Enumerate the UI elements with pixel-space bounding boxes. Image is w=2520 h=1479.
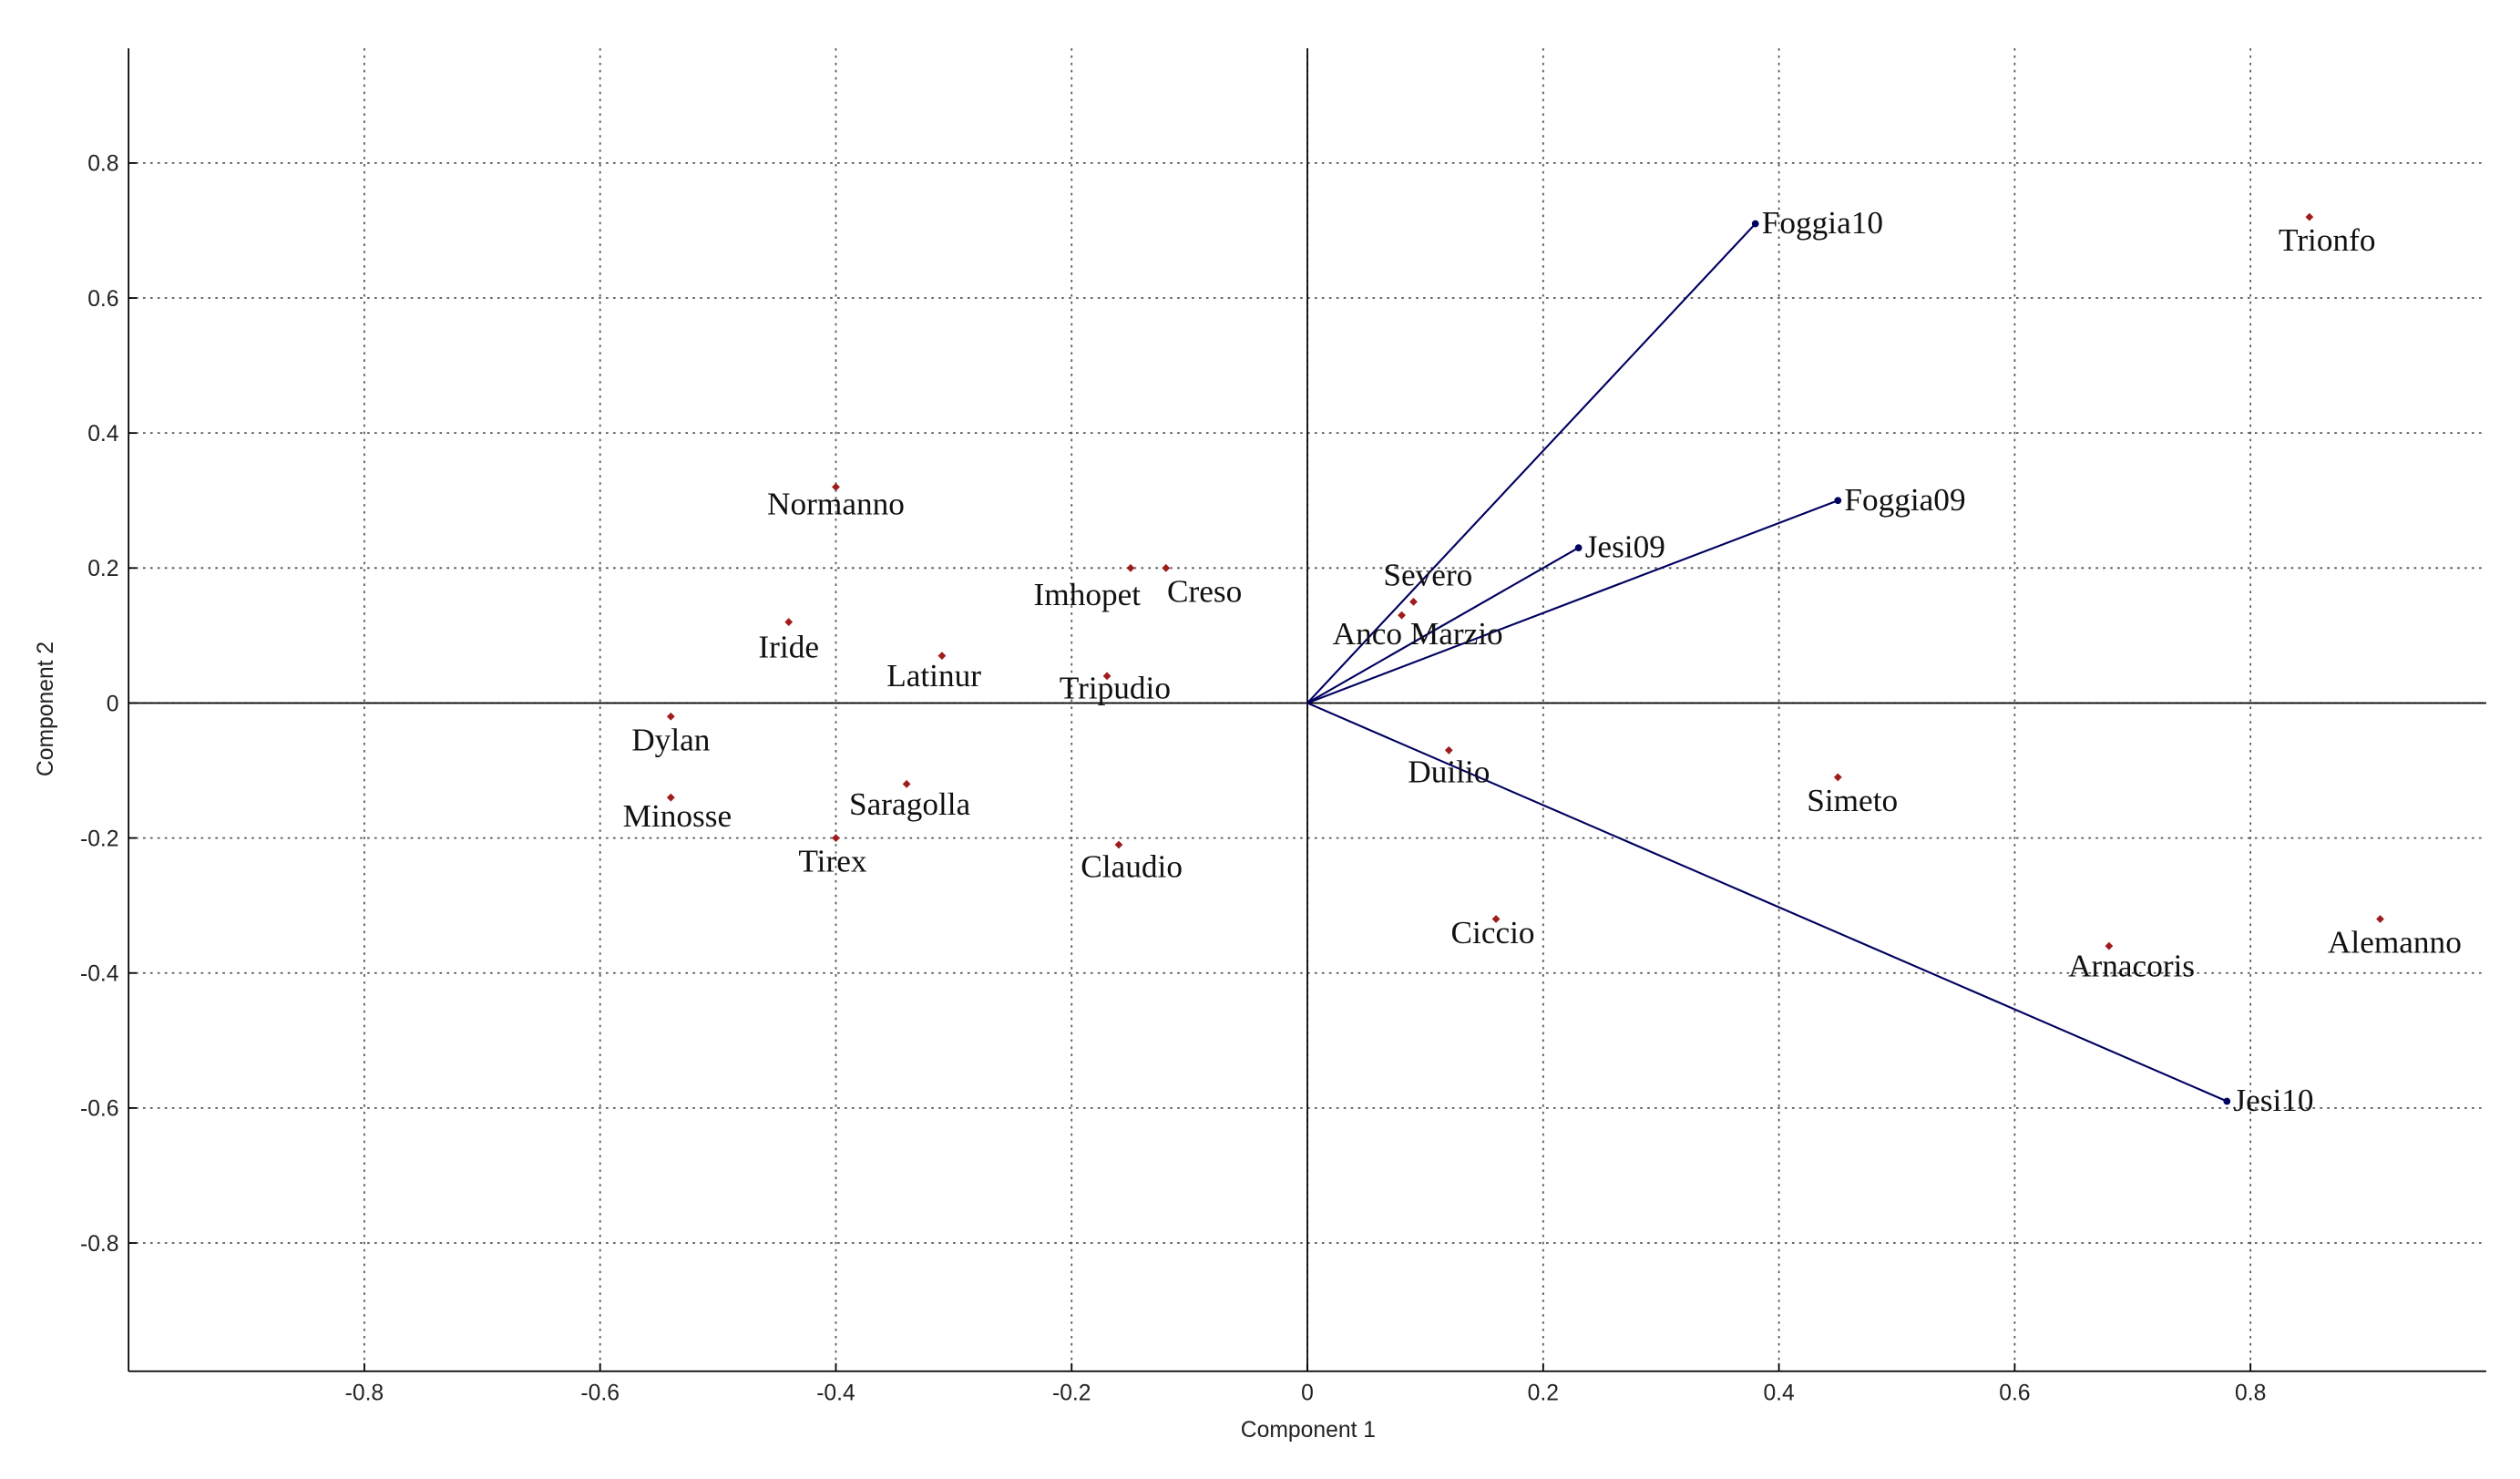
loading-vector [1306, 702, 2228, 1103]
point-label: Imhopet [1034, 577, 1142, 612]
point [666, 712, 675, 721]
x-tick-label: 0.8 [2235, 1381, 2266, 1406]
vector-label: Foggia10 [1762, 205, 1883, 241]
point [1102, 672, 1111, 681]
vector-tip [1574, 544, 1583, 551]
point-label: Simeto [1807, 783, 1898, 818]
point-label: Ciccio [1451, 915, 1535, 950]
point-label: Claudio [1081, 848, 1183, 884]
point-label: Duilio [1408, 755, 1490, 790]
loading-vector [1306, 222, 1757, 704]
point-label: Dylan [631, 722, 711, 757]
point [1409, 597, 1418, 606]
y-tick-label: 0.2 [87, 557, 118, 581]
vector-tip [1751, 220, 1759, 228]
x-tick-label: -0.6 [580, 1381, 620, 1406]
x-tick-label: 0.4 [1763, 1381, 1794, 1406]
point-label: Normanno [767, 486, 905, 521]
point [2305, 212, 2314, 221]
y-tick-label: 0.6 [87, 287, 118, 312]
point-label: Arnacoris [2068, 949, 2195, 984]
x-tick-label: 0 [1301, 1381, 1314, 1406]
point [832, 834, 840, 843]
point [832, 483, 840, 491]
point-label: Iride [758, 629, 819, 664]
x-tick-label: 0.6 [1999, 1381, 2030, 1406]
point [666, 793, 675, 802]
vector-label: Foggia09 [1844, 482, 1965, 518]
loading-vector [1306, 499, 1839, 704]
y-tick-label: -0.8 [80, 1232, 119, 1257]
x-tick-label: -0.8 [345, 1381, 384, 1406]
y-tick-label: -0.4 [80, 962, 119, 987]
point [1126, 563, 1135, 572]
x-tick-label: 0.2 [1528, 1381, 1559, 1406]
y-tick-label: 0.4 [87, 422, 118, 447]
vector-label: Jesi10 [2233, 1083, 2313, 1118]
point [2105, 941, 2114, 950]
vector-tip [1834, 497, 1842, 505]
y-tick-label: 0.8 [87, 152, 118, 177]
point [1162, 563, 1171, 572]
point-label: Creso [1167, 573, 1242, 609]
vector-tip [2223, 1097, 2231, 1105]
point-label: Minosse [623, 798, 732, 834]
point [1491, 915, 1501, 923]
point [1833, 773, 1842, 782]
point-label: Latinur [886, 658, 981, 693]
y-axis-label: Component 2 [34, 642, 58, 776]
loading-vector [1306, 547, 1580, 704]
point-label: Alemanno [2328, 925, 2462, 960]
point-label: Severo [1383, 558, 1472, 593]
point [2376, 915, 2384, 923]
point [1114, 840, 1123, 849]
y-tick-label: -0.6 [80, 1097, 119, 1122]
point-label: Tripudio [1060, 671, 1171, 706]
x-axis-label: Component 1 [1241, 1418, 1376, 1443]
y-tick-label: -0.2 [80, 827, 119, 851]
point-label: Saragolla [849, 786, 971, 822]
y-tick-label: 0 [107, 692, 119, 716]
point [784, 618, 794, 626]
vector-label: Jesi09 [1585, 529, 1665, 565]
point-label: Anco Marzio [1333, 616, 1503, 652]
point [902, 779, 911, 788]
point [1444, 745, 1453, 755]
point-label: Tirex [798, 844, 866, 879]
x-tick-label: -0.2 [1052, 1381, 1091, 1406]
point-label: Trionfo [2279, 222, 2376, 258]
point [937, 652, 947, 661]
x-tick-label: -0.4 [816, 1381, 855, 1406]
